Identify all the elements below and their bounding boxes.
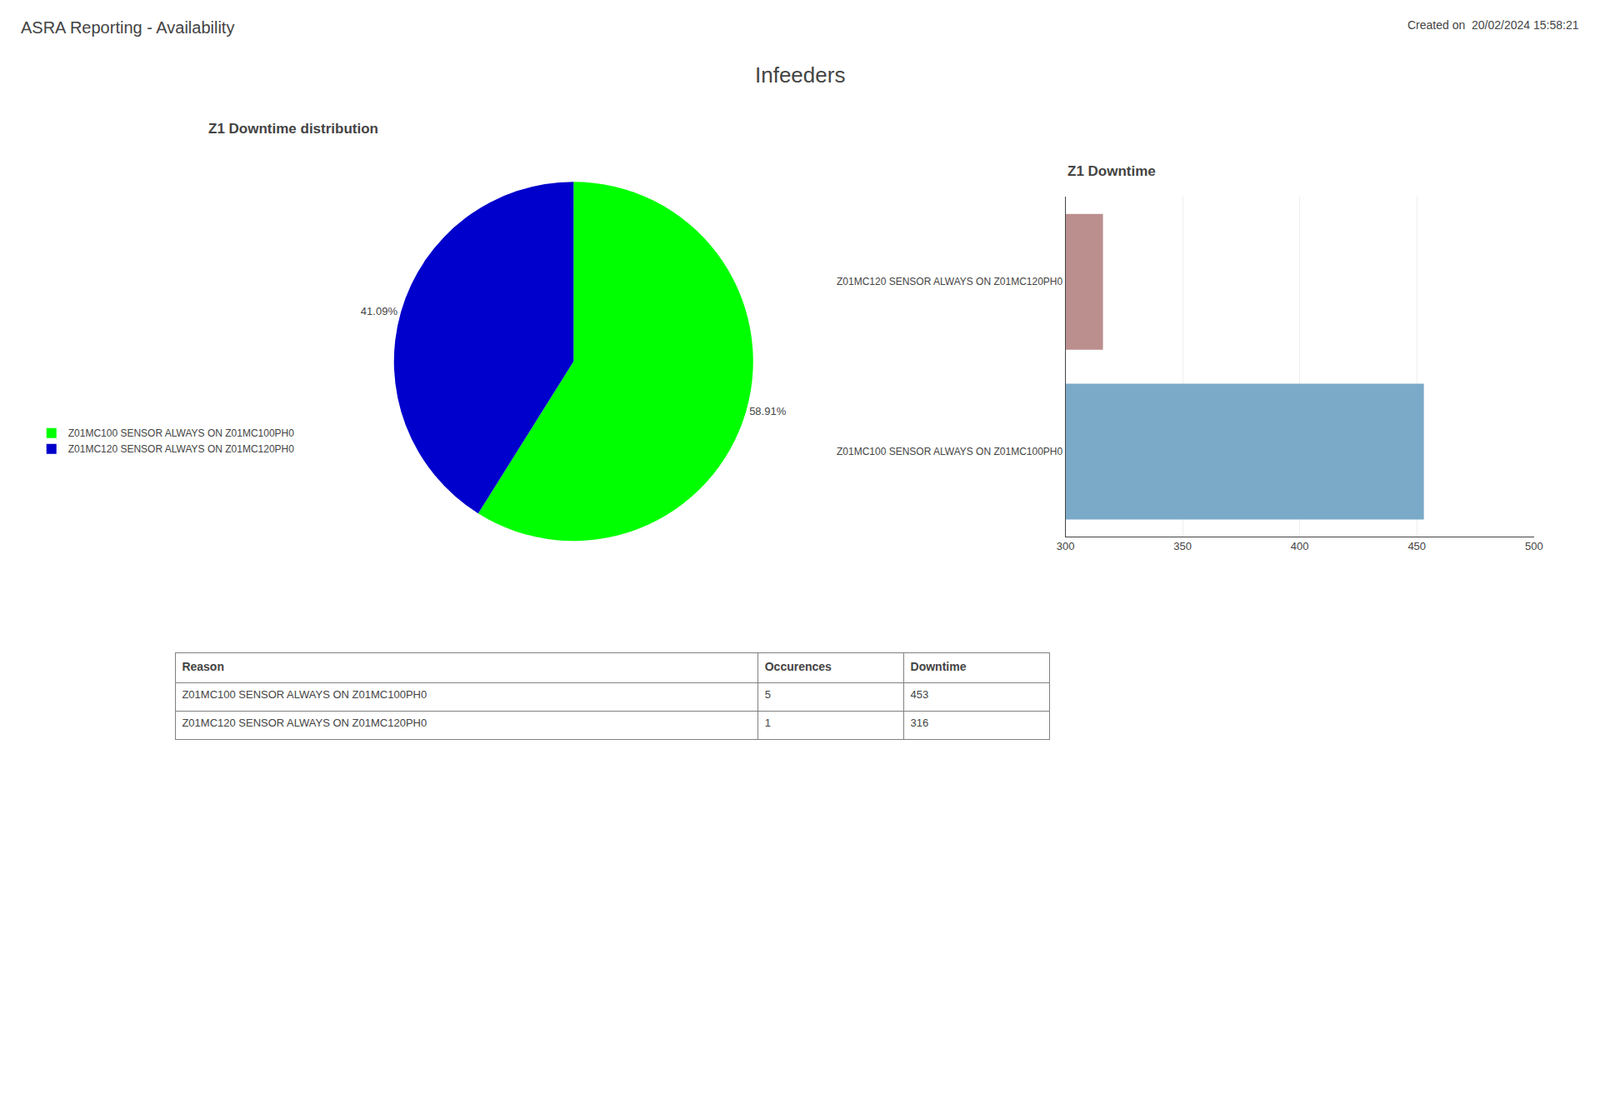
svg-text:Downtime: Downtime <box>910 660 967 674</box>
svg-text:400: 400 <box>1290 540 1310 553</box>
svg-text:316: 316 <box>910 716 930 730</box>
svg-text:450: 450 <box>1407 540 1426 553</box>
svg-text:350: 350 <box>1173 540 1192 553</box>
svg-text:1: 1 <box>765 716 771 730</box>
svg-text:500: 500 <box>1525 540 1544 553</box>
svg-text:Z01MC100 SENSOR ALWAYS ON Z01M: Z01MC100 SENSOR ALWAYS ON Z01MC100PH0 <box>68 427 295 440</box>
svg-text:300: 300 <box>1056 540 1075 553</box>
svg-text:Z01MC120 SENSOR ALWAYS ON Z01M: Z01MC120 SENSOR ALWAYS ON Z01MC120PH0 <box>68 443 295 455</box>
svg-text:Created on 20/02/2024 15:58:2: Created on 20/02/2024 15:58:21 <box>1407 18 1580 32</box>
svg-text:5: 5 <box>765 688 771 701</box>
svg-text:Z01MC120 SENSOR ALWAYS ON Z01M: Z01MC120 SENSOR ALWAYS ON Z01MC120PH0 <box>181 716 427 730</box>
svg-text:Z01MC120 SENSOR ALWAYS ON Z01M: Z01MC120 SENSOR ALWAYS ON Z01MC120PH0 <box>836 275 1064 288</box>
svg-text:41.09%: 41.09% <box>360 305 399 318</box>
svg-text:ASRA Reporting - Availability: ASRA Reporting - Availability <box>20 18 235 37</box>
svg-text:Z01MC100 SENSOR ALWAYS ON Z01M: Z01MC100 SENSOR ALWAYS ON Z01MC100PH0 <box>836 445 1064 458</box>
svg-text:Reason: Reason <box>181 660 225 674</box>
svg-text:Infeeders: Infeeders <box>755 62 845 88</box>
svg-text:Z1 Downtime: Z1 Downtime <box>1067 163 1156 180</box>
svg-text:Z1 Downtime distribution: Z1 Downtime distribution <box>208 120 379 137</box>
svg-text:Z01MC100 SENSOR ALWAYS ON Z01M: Z01MC100 SENSOR ALWAYS ON Z01MC100PH0 <box>181 688 427 701</box>
svg-text:453: 453 <box>910 688 930 701</box>
svg-text:Occurences: Occurences <box>765 660 832 674</box>
svg-text:58.91%: 58.91% <box>749 405 787 418</box>
